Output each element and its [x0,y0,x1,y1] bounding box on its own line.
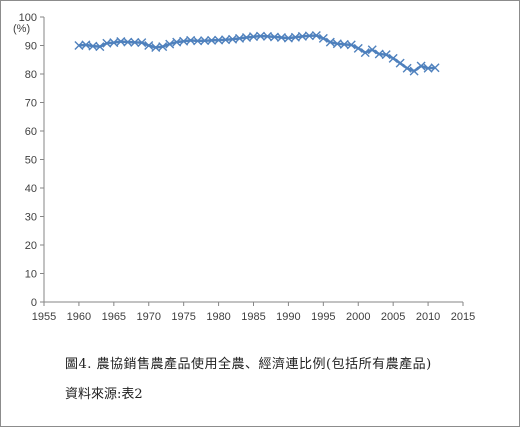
x-tick-label: 1985 [241,311,265,323]
data-point [81,40,91,50]
data-point [109,38,119,48]
x-tick-label: 1965 [102,311,126,323]
data-point [262,31,272,41]
data-point [276,33,286,43]
chart-axes: 0 10 20 30 40 50 60 70 80 90 100 1955 1960 1965 1970 19… [19,12,476,323]
y-axis-unit-label: (%) [13,23,30,35]
data-point [353,43,363,53]
data-point [374,49,384,59]
data-point [200,36,210,46]
data-point [116,37,126,47]
x-tick-label: 1970 [137,311,161,323]
data-point [423,63,433,73]
data-point [193,36,203,46]
x-tick-label: 1955 [32,311,56,323]
data-point [402,63,412,73]
data-point [339,39,349,49]
data-point [207,35,217,45]
data-point [360,48,370,58]
y-tick-label: 10 [25,269,37,281]
data-point [214,35,224,45]
data-point [130,37,140,47]
figure-caption: 圖4. 農協銷售農產品使用全農、經濟連比例(包括所有農產品) [65,357,432,372]
y-tick-label: 60 [25,126,37,138]
data-point [137,38,147,48]
data-point [221,35,231,45]
x-tick-label: 1995 [311,311,335,323]
data-point [325,37,335,47]
data-point [409,66,419,76]
data-point [416,61,426,71]
y-tick-label: 50 [25,155,37,167]
data-point [297,31,307,41]
data-point [388,53,398,63]
data-point [311,31,321,41]
data-point [381,50,391,60]
y-tick-label: 100 [19,12,37,24]
data-point [255,31,265,41]
y-tick-label: 80 [25,69,37,81]
x-tick-label: 2015 [451,311,475,323]
data-point [123,37,133,47]
y-tick-label: 0 [31,297,37,309]
data-point [102,38,112,48]
x-tick-label: 1980 [206,311,230,323]
data-point [304,31,314,41]
data-point [165,39,175,49]
y-tick-label: 20 [25,240,37,252]
data-point [367,45,377,55]
data-point [249,32,258,42]
data-point [88,41,98,51]
x-tick-label: 1975 [171,311,195,323]
data-point [346,40,356,50]
y-tick-label: 70 [25,98,37,110]
data-point [395,58,405,68]
x-tick-label: 1990 [276,311,300,323]
data-point [332,39,342,49]
data-point [430,63,440,73]
x-tick-label: 2000 [346,311,370,323]
x-tick-label: 2005 [381,311,405,323]
data-point [318,33,328,43]
y-tick-label: 90 [25,41,37,53]
x-tick-label: 2010 [416,311,440,323]
chart-series [74,31,440,76]
y-tick-label: 40 [25,183,37,195]
data-point [158,42,168,52]
figure-source: 資料來源:表2 [65,387,143,402]
data-point [269,32,279,42]
x-tick-label: 1960 [67,311,91,323]
data-point [144,41,154,50]
data-point [74,41,84,50]
series-line [78,34,436,73]
data-point [186,35,196,45]
data-point [95,42,105,52]
y-tick-label: 30 [25,212,37,224]
